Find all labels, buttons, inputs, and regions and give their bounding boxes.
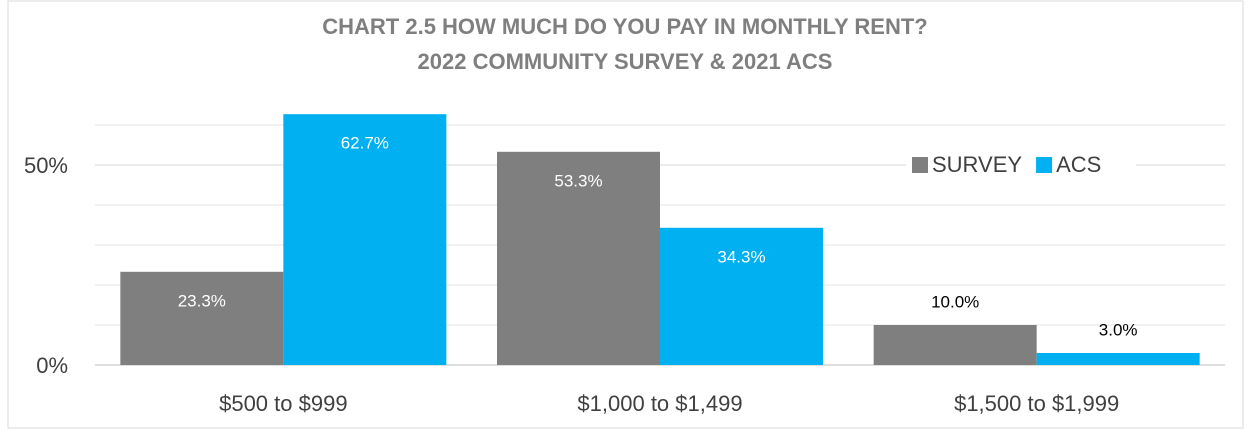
- x-tick-label: $1,000 to $1,499: [577, 391, 742, 416]
- bar: [1036, 353, 1200, 365]
- x-tick-label: $500 to $999: [219, 391, 347, 416]
- value-label: 34.3%: [717, 247, 765, 266]
- legend-swatch: [1036, 157, 1053, 173]
- chart-subtitle: 2022 COMMUNITY SURVEY & 2021 ACS: [418, 49, 833, 74]
- value-label: 10.0%: [931, 292, 979, 311]
- y-tick-label: 0%: [36, 353, 68, 378]
- bar: [120, 271, 284, 365]
- bar: [660, 227, 823, 365]
- bar: [283, 114, 447, 365]
- legend-label: SURVEY: [932, 152, 1022, 177]
- value-label: 3.0%: [1099, 320, 1138, 339]
- value-label: 62.7%: [341, 134, 389, 153]
- chart-title: CHART 2.5 HOW MUCH DO YOU PAY IN MONTHLY…: [322, 14, 927, 39]
- y-tick-label: 50%: [24, 153, 68, 178]
- value-label: 23.3%: [178, 291, 226, 310]
- bar: [497, 151, 660, 365]
- x-tick-label: $1,500 to $1,999: [954, 391, 1119, 416]
- legend-label: ACS: [1056, 152, 1101, 177]
- legend-swatch: [912, 157, 928, 173]
- bar: [873, 325, 1037, 365]
- legend-bg: [906, 149, 1136, 181]
- value-label: 53.3%: [554, 171, 602, 190]
